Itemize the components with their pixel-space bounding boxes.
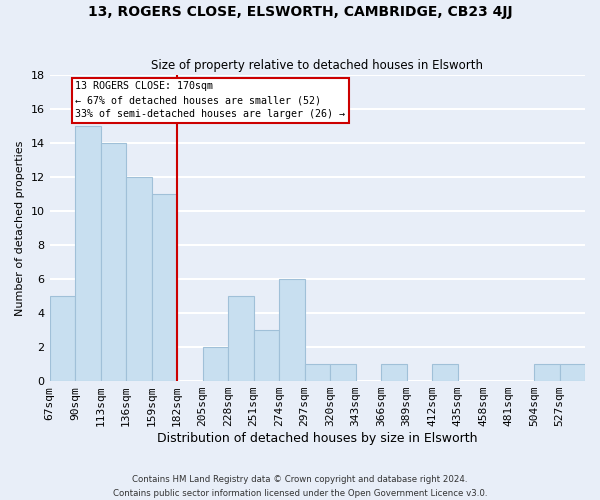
Bar	[50, 296, 75, 381]
Text: Contains HM Land Registry data © Crown copyright and database right 2024.
Contai: Contains HM Land Registry data © Crown c…	[113, 476, 487, 498]
Bar	[279, 279, 305, 381]
Bar	[228, 296, 254, 381]
Bar	[152, 194, 177, 381]
Bar	[203, 347, 228, 381]
Bar	[126, 176, 152, 381]
Bar	[75, 126, 101, 381]
Text: 13 ROGERS CLOSE: 170sqm
← 67% of detached houses are smaller (52)
33% of semi-de: 13 ROGERS CLOSE: 170sqm ← 67% of detache…	[75, 82, 345, 120]
Y-axis label: Number of detached properties: Number of detached properties	[15, 140, 25, 316]
Bar	[381, 364, 407, 381]
Bar	[432, 364, 458, 381]
Text: 13, ROGERS CLOSE, ELSWORTH, CAMBRIDGE, CB23 4JJ: 13, ROGERS CLOSE, ELSWORTH, CAMBRIDGE, C…	[88, 5, 512, 19]
Title: Size of property relative to detached houses in Elsworth: Size of property relative to detached ho…	[151, 59, 483, 72]
Bar	[305, 364, 330, 381]
X-axis label: Distribution of detached houses by size in Elsworth: Distribution of detached houses by size …	[157, 432, 478, 445]
Bar	[560, 364, 585, 381]
Bar	[101, 142, 126, 381]
Bar	[534, 364, 560, 381]
Bar	[254, 330, 279, 381]
Bar	[330, 364, 356, 381]
